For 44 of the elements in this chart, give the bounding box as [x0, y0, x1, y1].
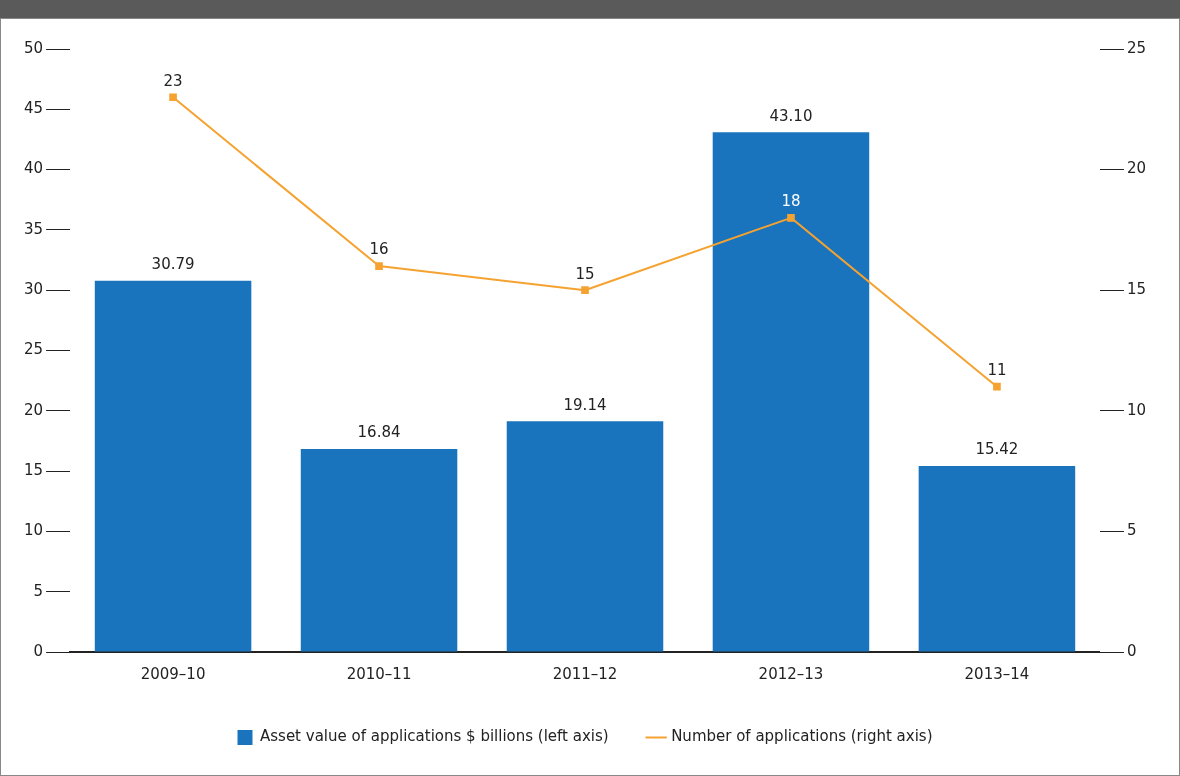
y2-tick-label: 5 [1126, 521, 1137, 540]
data-label: 23 [163, 71, 183, 90]
bar [712, 132, 870, 652]
legend-label: Number of applications (right axis) [671, 727, 933, 746]
y-tick-label: 20 [23, 400, 44, 419]
y-tick-label: 5 [33, 581, 44, 600]
data-label: 15.42 [975, 440, 1019, 459]
point [787, 214, 795, 222]
x-tick-label: 2013–14 [964, 664, 1030, 683]
bar [300, 448, 458, 652]
point [993, 382, 1001, 391]
data-label: 19.14 [563, 395, 607, 414]
bar [94, 280, 252, 652]
bar [918, 466, 1076, 652]
y2-tick-label: 0 [1126, 641, 1137, 660]
y-tick-label: 15 [23, 460, 44, 479]
y2-tick-label: 10 [1126, 400, 1147, 419]
data-label: 16.84 [357, 423, 401, 442]
y-tick-label: 45 [23, 99, 44, 118]
y-tick-label: 35 [23, 219, 44, 238]
y-tick-label: 0 [33, 641, 44, 660]
data-label: 11 [987, 361, 1007, 380]
y-tick-label: 30 [23, 280, 44, 299]
y2-tick-label: 15 [1126, 280, 1147, 299]
data-label: 18 [781, 192, 801, 211]
y-tick-label: 25 [23, 340, 44, 359]
y-tick-label: 40 [23, 159, 44, 178]
data-label: 30.79 [151, 255, 195, 274]
y2-tick-label: 25 [1126, 38, 1147, 57]
x-tick-label: 2012–13 [758, 664, 824, 683]
x-tick-label: 2010–11 [346, 664, 412, 683]
bar [506, 421, 664, 652]
data-label: 43.10 [769, 106, 813, 125]
x-tick-label: 2009–10 [140, 664, 206, 683]
y2-tick-label: 20 [1126, 159, 1147, 178]
y-tick-label: 10 [23, 521, 44, 540]
legend-label: Asset value of applications $ billions (left axis) [260, 727, 609, 746]
x-tick-label: 2011–12 [552, 664, 618, 683]
point [375, 262, 383, 270]
point [581, 286, 589, 295]
y-tick-label: 50 [23, 38, 44, 57]
data-label: 16 [369, 240, 389, 259]
point [169, 93, 177, 102]
data-label: 15 [575, 264, 595, 283]
